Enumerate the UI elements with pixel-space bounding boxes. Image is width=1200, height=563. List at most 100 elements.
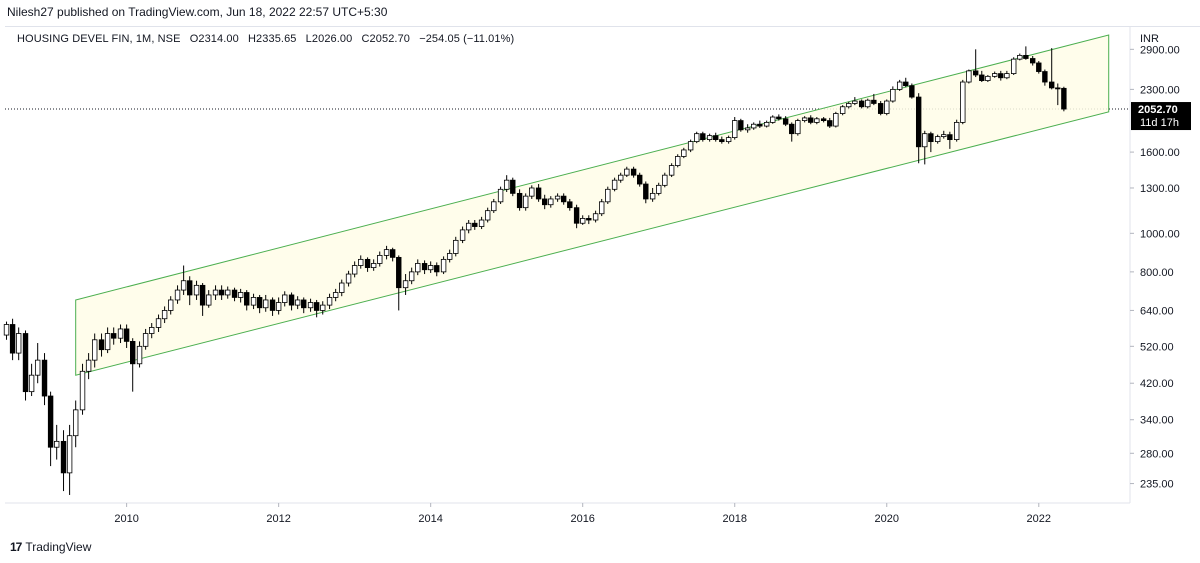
candle: [884, 99, 890, 116]
candle: [104, 327, 111, 354]
candle: [358, 255, 364, 269]
candle: [972, 49, 979, 78]
candle-body: [440, 258, 447, 273]
candle: [1055, 83, 1061, 106]
candle: [275, 297, 282, 315]
candle: [649, 187, 656, 202]
candle-body: [117, 328, 124, 339]
candle-body: [611, 179, 618, 190]
candle: [865, 98, 871, 109]
candle: [408, 267, 415, 285]
legend-change: −254.05 (−11.01%): [419, 33, 515, 45]
candle: [9, 318, 16, 361]
candle: [288, 292, 295, 311]
candles: [3, 46, 1067, 495]
candle-body: [339, 282, 345, 293]
candle: [193, 280, 200, 300]
footer: 17 TradingView: [10, 540, 91, 554]
candle: [364, 257, 371, 272]
candle-body: [820, 118, 827, 121]
candle-body: [79, 370, 86, 411]
candle-body: [459, 229, 466, 241]
candle-body: [231, 289, 238, 298]
candle: [1023, 46, 1029, 60]
candle-body: [580, 218, 586, 224]
candle-body: [396, 256, 402, 289]
candle: [573, 204, 580, 229]
candle: [890, 86, 896, 103]
candle: [554, 193, 561, 202]
candle-body: [833, 113, 839, 127]
candle: [903, 77, 909, 88]
candle: [427, 261, 434, 273]
candle: [985, 74, 991, 83]
candle-body: [15, 333, 22, 354]
candle: [244, 290, 250, 311]
candle-body: [630, 168, 637, 176]
candle: [991, 71, 998, 78]
candle-body: [928, 133, 934, 143]
y-tick-label: 340.00: [1140, 415, 1174, 427]
candle-body: [244, 292, 250, 306]
candle: [668, 163, 675, 178]
candle: [953, 119, 960, 142]
candle-body: [972, 70, 979, 76]
candle: [250, 293, 257, 310]
candle: [751, 122, 757, 130]
candle: [117, 324, 124, 344]
candle-body: [110, 333, 117, 339]
candle-body: [1030, 58, 1036, 64]
candle-body: [884, 100, 890, 114]
y-tick-label: 2900.00: [1140, 44, 1180, 56]
candle: [694, 131, 700, 144]
last-price-badge: [1131, 102, 1191, 131]
candle-body: [250, 297, 257, 306]
candle-body: [332, 292, 339, 298]
candle: [529, 185, 535, 199]
candle: [706, 133, 713, 142]
candle-body: [263, 299, 269, 309]
candle-body: [991, 73, 998, 77]
candle-body: [282, 294, 288, 303]
y-tick-label: 420.00: [1140, 378, 1174, 390]
candle: [218, 285, 225, 300]
candle-body: [294, 299, 301, 306]
candle-body: [890, 88, 896, 102]
channel-fill: [75, 34, 1110, 376]
candle: [465, 220, 472, 234]
candle: [1030, 56, 1036, 66]
candle-body: [28, 374, 35, 393]
candle: [22, 330, 29, 401]
candle-body: [503, 179, 510, 190]
candle: [47, 391, 54, 467]
candle: [231, 287, 238, 302]
candle: [339, 279, 345, 297]
candle: [516, 189, 523, 211]
candle: [782, 116, 789, 127]
y-tick-label: 520.00: [1140, 341, 1174, 353]
candle: [947, 131, 953, 149]
candle: [535, 184, 542, 202]
candle: [580, 215, 586, 225]
candle: [377, 251, 383, 267]
candle: [1010, 57, 1017, 75]
candle: [681, 147, 687, 159]
candle-body: [161, 310, 168, 320]
candle-body: [522, 195, 529, 209]
candle-body: [541, 198, 548, 206]
candle: [503, 175, 510, 193]
candle: [700, 131, 706, 142]
candle: [998, 70, 1004, 81]
candle-body: [535, 187, 542, 200]
candle-body: [979, 74, 985, 81]
candle-body: [421, 263, 428, 271]
candle-body: [1061, 87, 1067, 110]
candle-body: [383, 249, 390, 256]
candle: [801, 116, 808, 123]
candle-body: [694, 133, 700, 143]
candle-body: [269, 299, 276, 311]
candle-body: [364, 258, 371, 269]
candle: [256, 294, 263, 314]
candle-body: [662, 174, 668, 186]
